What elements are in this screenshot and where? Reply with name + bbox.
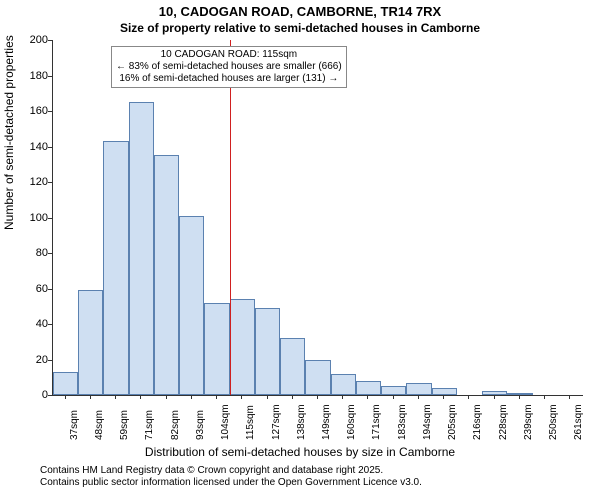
- x-tick-label: 93sqm: [195, 410, 206, 440]
- y-tick-label: 160: [24, 105, 48, 117]
- bar: [255, 308, 280, 395]
- x-tick-label: 59sqm: [119, 410, 130, 440]
- credits-line-2: Contains public sector information licen…: [40, 477, 600, 489]
- x-tick-label: 82sqm: [170, 410, 181, 440]
- x-tick-label: 239sqm: [523, 404, 534, 440]
- x-tick-label: 228sqm: [498, 404, 509, 440]
- x-tick-label: 71sqm: [144, 410, 155, 440]
- y-tick-label: 40: [24, 318, 48, 330]
- x-tick-label: 127sqm: [271, 404, 282, 440]
- annotation-box: 10 CADOGAN ROAD: 115sqm← 83% of semi-det…: [111, 46, 347, 88]
- bar: [230, 299, 255, 395]
- x-tick-label: 115sqm: [245, 405, 256, 440]
- x-tick-label: 104sqm: [220, 404, 231, 440]
- x-tick-label: 171sqm: [371, 404, 382, 440]
- y-tick-label: 200: [24, 34, 48, 46]
- bar: [204, 303, 229, 395]
- bar: [507, 393, 532, 395]
- reference-line: [230, 40, 231, 395]
- bar: [154, 155, 179, 395]
- chart-root: { "chart": { "type": "histogram", "title…: [0, 0, 600, 500]
- bar: [103, 141, 128, 395]
- y-tick-label: 80: [24, 247, 48, 259]
- y-tick-label: 100: [24, 212, 48, 224]
- y-tick-label: 180: [24, 70, 48, 82]
- bar: [53, 372, 78, 395]
- bar: [129, 102, 154, 395]
- x-tick-label: 149sqm: [321, 404, 332, 440]
- bar: [356, 381, 381, 395]
- annotation-line: 16% of semi-detached houses are larger (…: [116, 73, 342, 85]
- y-axis-label: Number of semi-detached properties: [2, 35, 16, 230]
- chart-title: 10, CADOGAN ROAD, CAMBORNE, TR14 7RX: [0, 4, 600, 19]
- bar: [305, 360, 330, 396]
- x-tick-label: 183sqm: [397, 404, 408, 440]
- bar: [406, 383, 431, 395]
- bar: [482, 391, 507, 395]
- y-tick-label: 20: [24, 354, 48, 366]
- y-tick-label: 140: [24, 141, 48, 153]
- annotation-line: 10 CADOGAN ROAD: 115sqm: [116, 49, 342, 61]
- bar: [179, 216, 204, 395]
- x-tick-label: 250sqm: [548, 404, 559, 440]
- x-tick-label: 261sqm: [573, 404, 584, 440]
- annotation-line: ← 83% of semi-detached houses are smalle…: [116, 61, 342, 73]
- bar: [280, 338, 305, 395]
- bar: [432, 388, 457, 395]
- bar: [331, 374, 356, 395]
- y-tick-label: 0: [24, 389, 48, 401]
- credits-line-1: Contains HM Land Registry data © Crown c…: [40, 465, 600, 477]
- x-tick-label: 216sqm: [472, 404, 483, 440]
- credits: Contains HM Land Registry data © Crown c…: [40, 465, 600, 489]
- x-tick-label: 37sqm: [69, 410, 80, 440]
- x-tick-label: 160sqm: [346, 404, 357, 440]
- y-tick-label: 60: [24, 283, 48, 295]
- x-tick-label: 205sqm: [447, 404, 458, 440]
- bar: [78, 290, 103, 395]
- plot-area: 10 CADOGAN ROAD: 115sqm← 83% of semi-det…: [52, 40, 583, 396]
- chart-subtitle: Size of property relative to semi-detach…: [0, 21, 600, 35]
- y-tick-label: 120: [24, 176, 48, 188]
- x-axis-label: Distribution of semi-detached houses by …: [0, 445, 600, 459]
- x-tick-label: 48sqm: [94, 410, 105, 440]
- x-tick-label: 138sqm: [296, 404, 307, 440]
- x-tick-label: 194sqm: [422, 404, 433, 440]
- bar: [381, 386, 406, 395]
